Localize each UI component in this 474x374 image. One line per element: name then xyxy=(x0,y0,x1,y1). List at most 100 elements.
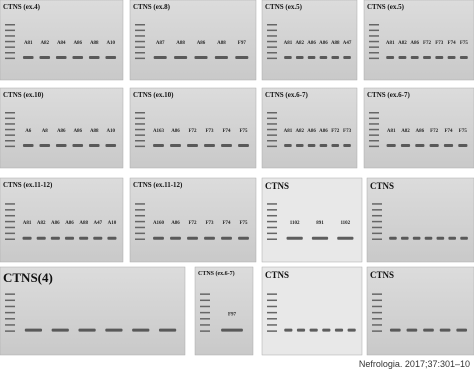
band xyxy=(105,56,117,59)
gel-panel xyxy=(261,177,363,263)
lane-label: A86 xyxy=(197,41,206,46)
ladder-band xyxy=(369,117,379,120)
band xyxy=(22,144,34,147)
ladder-band xyxy=(135,24,145,26)
panel-title: CTNS (ex.10) xyxy=(133,91,174,99)
ladder-band xyxy=(5,209,15,211)
ladder-band xyxy=(267,52,277,54)
ladder-band xyxy=(369,29,379,32)
lane-label: F74 xyxy=(222,129,231,134)
ladder-band xyxy=(200,299,210,302)
band xyxy=(39,144,51,147)
band xyxy=(204,144,215,147)
ladder-band xyxy=(135,117,145,120)
band xyxy=(307,56,316,59)
band xyxy=(410,56,419,59)
lane-label: A86 xyxy=(51,221,60,226)
ladder-band xyxy=(5,238,15,240)
band xyxy=(319,144,328,147)
band xyxy=(55,56,67,59)
ladder-band xyxy=(267,46,277,48)
ladder-band xyxy=(5,226,15,229)
ladder-band xyxy=(135,140,145,142)
band xyxy=(72,56,84,59)
band xyxy=(153,144,164,147)
ladder-band xyxy=(5,299,15,302)
band xyxy=(398,56,407,59)
ladder-band xyxy=(135,214,145,217)
band xyxy=(22,56,34,59)
ladder-band xyxy=(135,35,145,37)
gel-panel xyxy=(366,266,474,356)
ladder-band xyxy=(372,226,382,229)
lane-label: A160 xyxy=(153,221,165,226)
lane-label: F73 xyxy=(435,41,444,46)
ladder-band xyxy=(135,238,145,240)
ladder-band xyxy=(369,52,379,54)
ladder-band xyxy=(200,305,210,308)
ladder-band xyxy=(267,209,277,211)
band xyxy=(447,56,456,59)
band xyxy=(88,56,100,59)
ladder-band xyxy=(5,232,15,235)
band xyxy=(238,236,249,240)
gel-panel xyxy=(363,0,474,81)
lane-label: A163 xyxy=(153,129,165,134)
band xyxy=(93,236,103,240)
ladder-band xyxy=(267,226,277,229)
band xyxy=(55,144,67,147)
ladder-band xyxy=(5,305,15,308)
band xyxy=(221,328,243,332)
lane-label: F73 xyxy=(343,129,352,134)
band xyxy=(400,236,409,240)
band xyxy=(284,56,292,59)
lane-label: F72 xyxy=(188,221,197,226)
ladder-band xyxy=(267,299,277,302)
band xyxy=(331,144,340,147)
band xyxy=(389,236,397,240)
band xyxy=(295,56,304,59)
band xyxy=(311,236,329,240)
ladder-band xyxy=(135,29,145,32)
ladder-band xyxy=(372,299,382,302)
ladder-band xyxy=(5,330,15,332)
band xyxy=(284,328,293,332)
lane-label: A8 xyxy=(42,129,49,134)
ladder-band xyxy=(369,40,379,43)
ladder-band xyxy=(267,35,277,37)
band xyxy=(107,236,117,240)
ladder-band xyxy=(5,203,15,205)
ladder-band xyxy=(200,293,210,295)
band xyxy=(174,56,188,59)
lane-label: F72 xyxy=(331,129,340,134)
band xyxy=(343,56,351,59)
band xyxy=(194,56,208,59)
ladder-band xyxy=(5,24,15,26)
band xyxy=(36,236,46,240)
lane-label: A86 xyxy=(57,129,66,134)
lane-label: 1102 xyxy=(340,221,350,226)
band xyxy=(72,144,84,147)
panel-title: CTNS (ex.4) xyxy=(3,3,41,11)
band xyxy=(443,144,454,147)
ladder-band xyxy=(372,232,382,235)
lane-label: A6 xyxy=(25,129,32,134)
ladder-band xyxy=(267,318,277,320)
lane-label: A81 xyxy=(386,41,395,46)
caption: Nefrologia. 2017;37:301–10 xyxy=(359,359,470,369)
band xyxy=(153,56,167,59)
ladder-band xyxy=(267,305,277,308)
ladder-band xyxy=(267,145,277,148)
ladder-band xyxy=(369,57,379,60)
lane-label: A81 xyxy=(387,129,396,134)
band xyxy=(235,56,249,59)
gel-panel xyxy=(0,87,124,169)
band xyxy=(459,56,468,59)
band xyxy=(187,236,198,240)
band xyxy=(429,144,439,147)
lane-label: A86 xyxy=(307,41,316,46)
band xyxy=(343,144,351,147)
ladder-band xyxy=(5,117,15,120)
ladder-band xyxy=(369,112,379,114)
ladder-band xyxy=(5,311,15,314)
